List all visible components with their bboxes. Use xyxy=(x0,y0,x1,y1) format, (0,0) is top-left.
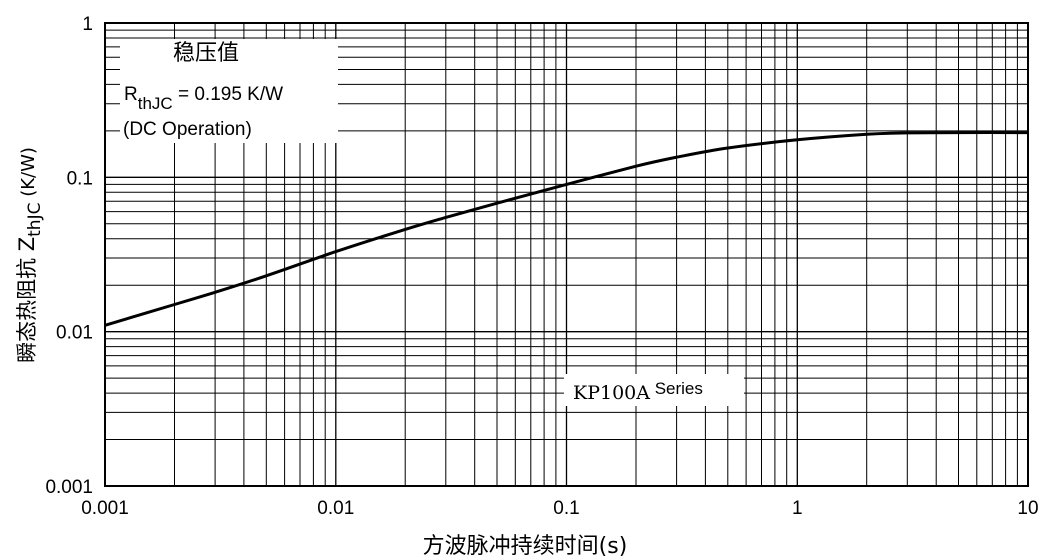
dc-operation-note: (DC Operation) xyxy=(123,119,252,140)
series-label-tail: Series xyxy=(650,379,703,398)
rth-symbol: R xyxy=(124,84,138,105)
series-label: KP100A Series xyxy=(573,379,703,404)
rth-value: = 0.195 K/W xyxy=(173,84,283,105)
y-axis-title: 瞬态热阻抗 ZthJC (K/W) xyxy=(15,147,45,363)
y-tick-label: 0.001 xyxy=(45,477,93,498)
rth-subscript: thJC xyxy=(138,94,173,113)
y-axis-title-sub: thJC xyxy=(25,203,45,237)
y-axis-title-prefix: 瞬态热阻抗 Z xyxy=(15,237,39,363)
rth-annotation-box xyxy=(120,39,338,143)
plot-frame xyxy=(104,22,1029,487)
x-axis-title: 方波脉冲持续时间(s) xyxy=(423,534,628,559)
y-axis-title-suffix: (K/W) xyxy=(18,147,39,202)
curve-layer xyxy=(104,131,1029,327)
x-tick-label: 1 xyxy=(792,498,803,519)
box-title: 稳压值 xyxy=(173,41,239,66)
x-tick-label: 0.01 xyxy=(317,498,354,519)
y-tick-label: 0.1 xyxy=(67,168,93,189)
y-tick-label: 0.01 xyxy=(56,323,93,344)
y-tick-labels: 0.001 0.01 0.1 1 xyxy=(45,14,93,498)
rth-label: RthJC = 0.195 K/W xyxy=(124,84,283,113)
x-tick-label: 10 xyxy=(1017,498,1038,519)
y-tick-label: 1 xyxy=(82,14,93,35)
x-tick-label: 0.001 xyxy=(81,498,129,519)
zthjc-curve xyxy=(104,131,1029,327)
series-label-main: KP100A xyxy=(573,382,650,404)
x-tick-labels: 0.001 0.01 0.1 1 10 xyxy=(81,498,1038,519)
x-tick-label: 0.1 xyxy=(553,498,579,519)
series-label-box xyxy=(564,374,744,406)
